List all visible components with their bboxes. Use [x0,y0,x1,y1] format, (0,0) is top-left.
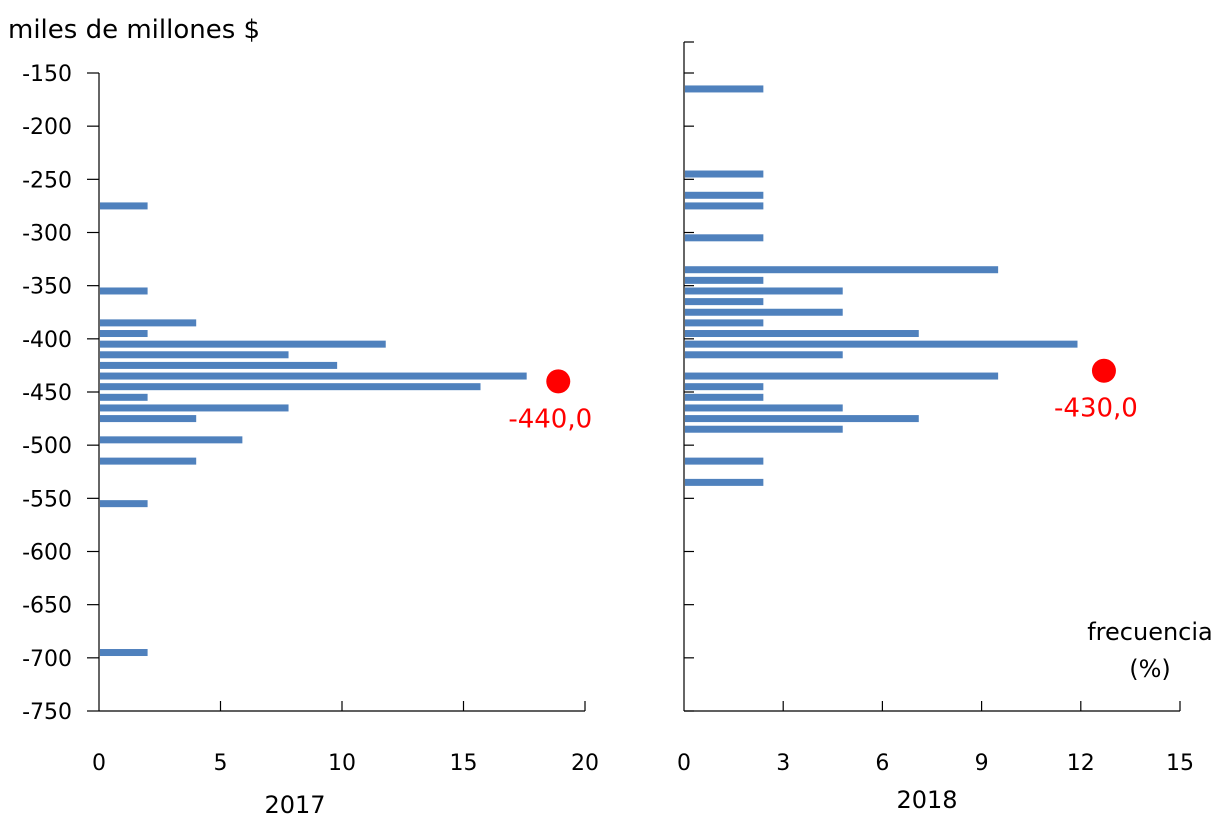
bar-2018 [685,234,764,242]
y-tick-label: -200 [22,115,72,140]
y-tick-label: -350 [22,275,72,300]
bar-2018 [685,383,764,391]
bar-2017 [100,361,338,369]
x-tick-label-2017: 5 [214,751,228,776]
x-axis-title-2017: 2017 [264,791,325,816]
y-tick-label: -600 [22,541,72,566]
bar-2017 [100,351,289,359]
bar-2017 [100,372,527,380]
bar-2018 [685,415,919,423]
y-tick-label: -300 [22,222,72,247]
frequency-unit-label: (%) [1129,655,1171,683]
bar-2017 [100,287,148,295]
x-tick-label-2017: 20 [571,751,599,776]
bar-2017 [100,457,197,465]
x-axis-title-2018: 2018 [896,786,957,814]
bar-2018 [685,266,999,274]
y-tick-label: -150 [22,62,72,87]
y-tick-label: -750 [22,700,72,725]
x-tick-label-2018: 15 [1166,751,1194,776]
y-tick-label: -250 [22,168,72,193]
bar-2017 [100,436,243,444]
bar-2018 [685,170,764,178]
bar-2017 [100,393,148,401]
bar-2017 [100,202,148,210]
x-tick-label-2017: 15 [450,751,478,776]
y-tick-label: -450 [22,381,72,406]
x-tick-label-2018: 0 [677,751,691,776]
bar-2017 [100,383,481,391]
bar-2018 [685,330,919,338]
bar-2018 [685,319,764,327]
bar-2018 [685,478,764,486]
x-tick-label-2018: 6 [875,751,889,776]
y-tick-label: -400 [22,328,72,353]
bar-2018 [685,340,1078,348]
bar-2018 [685,372,999,380]
bar-2017 [100,415,197,423]
bar-2018 [685,191,764,199]
bar-2018 [685,287,843,295]
bar-2018 [685,457,764,465]
bar-2018 [685,202,764,210]
x-tick-label-2018: 12 [1067,751,1095,776]
x-tick-label-2017: 10 [328,751,356,776]
bar-2017 [100,319,197,327]
unit-label: miles de millones $ [8,15,260,45]
bar-2017 [100,404,289,412]
bar-2018 [685,308,843,316]
bar-2018 [685,404,843,412]
bar-2018 [685,85,764,93]
x-tick-label-2018: 9 [975,751,989,776]
marker-label-2017: -440,0 [508,404,592,434]
x-tick-label-2018: 3 [776,751,790,776]
y-tick-label: -500 [22,434,72,459]
y-tick-label: -550 [22,487,72,512]
x-tick-label-2017: 0 [92,751,106,776]
y-tick-label: -650 [22,594,72,619]
y-tick-label: -700 [22,647,72,672]
bar-2017 [100,649,148,657]
frequency-label: frecuencia [1087,618,1213,646]
bar-2018 [685,276,764,284]
bar-2018 [685,393,764,401]
bar-2018 [685,298,764,306]
marker-point-2018 [1091,358,1116,383]
bar-2018 [685,425,843,433]
bar-2017 [100,340,386,348]
marker-point-2017 [546,369,571,394]
bar-2017 [100,500,148,508]
bar-2018 [685,351,843,359]
bar-2017 [100,330,148,338]
marker-label-2018: -430,0 [1054,394,1138,424]
